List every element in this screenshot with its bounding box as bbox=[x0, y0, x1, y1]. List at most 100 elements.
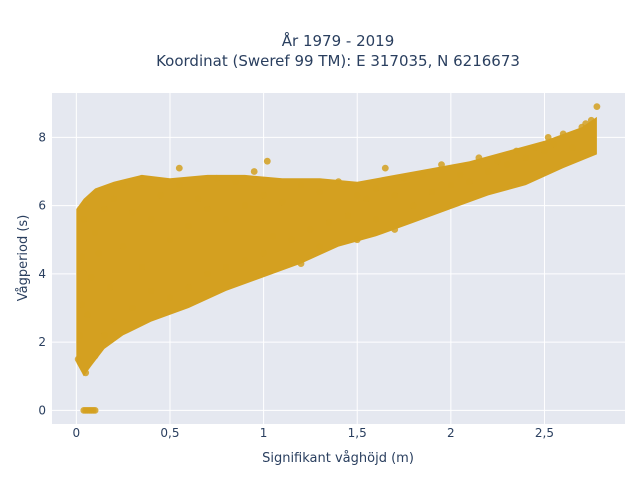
data-point bbox=[475, 154, 483, 162]
data-point bbox=[95, 250, 103, 257]
data-point bbox=[456, 171, 464, 179]
data-point bbox=[213, 174, 221, 182]
x-tick-label: 0,5 bbox=[160, 426, 179, 440]
data-point bbox=[531, 144, 539, 152]
data-point bbox=[522, 154, 530, 162]
data-point bbox=[263, 157, 271, 165]
data-point bbox=[82, 369, 90, 377]
data-point bbox=[550, 140, 558, 148]
data-point bbox=[76, 331, 84, 339]
data-point bbox=[372, 215, 380, 223]
data-point bbox=[110, 318, 118, 325]
data-point bbox=[166, 294, 174, 302]
data-point bbox=[353, 192, 361, 199]
data-point bbox=[559, 130, 567, 138]
data-point bbox=[297, 260, 305, 267]
data-point bbox=[101, 331, 108, 339]
data-point bbox=[410, 202, 417, 210]
data-point bbox=[391, 226, 399, 233]
data-point bbox=[541, 147, 548, 155]
data-point bbox=[400, 174, 408, 182]
data-point bbox=[222, 215, 230, 223]
data-point bbox=[269, 232, 277, 240]
x-tick-label: 2 bbox=[447, 426, 455, 440]
y-tick-label: 6 bbox=[38, 199, 46, 213]
data-point bbox=[78, 253, 86, 261]
data-point bbox=[260, 192, 267, 199]
data-point bbox=[241, 256, 249, 264]
data-point bbox=[297, 181, 305, 189]
data-point bbox=[204, 205, 211, 213]
data-point bbox=[544, 134, 552, 141]
data-point bbox=[391, 192, 399, 199]
data-point bbox=[363, 195, 370, 203]
data-point bbox=[232, 178, 239, 186]
y-axis-ticks: 0 2 4 6 8 bbox=[38, 130, 46, 417]
data-point bbox=[587, 116, 595, 124]
data-point bbox=[353, 236, 361, 244]
data-point bbox=[372, 185, 380, 192]
data-point bbox=[119, 243, 127, 251]
x-tick-label: 0 bbox=[73, 426, 81, 440]
chart-title-line-1: År 1979 - 2019 bbox=[282, 31, 395, 50]
data-point bbox=[250, 168, 258, 175]
y-tick-label: 4 bbox=[38, 267, 46, 281]
data-point bbox=[204, 270, 211, 278]
data-point bbox=[84, 311, 91, 319]
data-point bbox=[87, 273, 95, 281]
y-tick-label: 2 bbox=[38, 335, 46, 349]
data-point bbox=[316, 188, 324, 196]
data-point bbox=[447, 181, 455, 189]
data-point bbox=[419, 171, 427, 179]
data-point bbox=[138, 174, 146, 182]
data-point bbox=[494, 157, 502, 165]
data-point bbox=[466, 178, 473, 186]
x-axis-ticks: 0 0,5 1 1,5 2 2,5 bbox=[73, 426, 555, 440]
data-point bbox=[428, 188, 436, 196]
data-point bbox=[288, 236, 296, 244]
y-tick-label: 0 bbox=[38, 403, 46, 417]
data-point bbox=[344, 212, 352, 220]
data-point bbox=[513, 147, 520, 155]
data-point bbox=[101, 205, 108, 213]
data-point bbox=[569, 144, 576, 152]
data-point bbox=[78, 301, 86, 308]
data-point bbox=[138, 263, 146, 271]
data-point bbox=[147, 215, 155, 223]
x-tick-label: 1 bbox=[260, 426, 268, 440]
y-tick-label: 8 bbox=[38, 130, 46, 144]
data-point bbox=[316, 243, 324, 251]
data-point bbox=[119, 181, 127, 189]
data-point bbox=[381, 164, 389, 172]
data-point bbox=[175, 181, 183, 189]
data-point bbox=[307, 226, 314, 233]
data-point bbox=[222, 263, 230, 271]
data-point bbox=[325, 219, 333, 227]
data-point bbox=[438, 161, 445, 169]
data-point bbox=[185, 284, 193, 291]
data-point bbox=[129, 209, 136, 216]
scatter-points bbox=[74, 103, 601, 414]
data-point bbox=[106, 284, 114, 291]
data-point bbox=[278, 198, 286, 206]
data-point bbox=[91, 229, 99, 237]
data-point bbox=[194, 195, 202, 203]
data-point bbox=[91, 352, 99, 360]
data-point bbox=[166, 236, 174, 244]
data-point bbox=[260, 250, 267, 257]
data-point bbox=[82, 198, 90, 206]
data-point bbox=[74, 355, 82, 363]
data-point-zero-period bbox=[91, 407, 99, 414]
data-point bbox=[110, 195, 118, 203]
data-point bbox=[185, 222, 193, 230]
data-point bbox=[80, 215, 88, 223]
data-point bbox=[593, 103, 601, 110]
data-point bbox=[582, 120, 590, 128]
chart-title-line-2: Koordinat (Sweref 99 TM): E 317035, N 62… bbox=[156, 52, 520, 70]
data-point bbox=[484, 168, 492, 175]
data-point bbox=[175, 164, 183, 172]
data-point bbox=[503, 161, 511, 169]
x-tick-label: 2,5 bbox=[535, 426, 554, 440]
y-axis-title: Vågperiod (s) bbox=[16, 215, 31, 302]
